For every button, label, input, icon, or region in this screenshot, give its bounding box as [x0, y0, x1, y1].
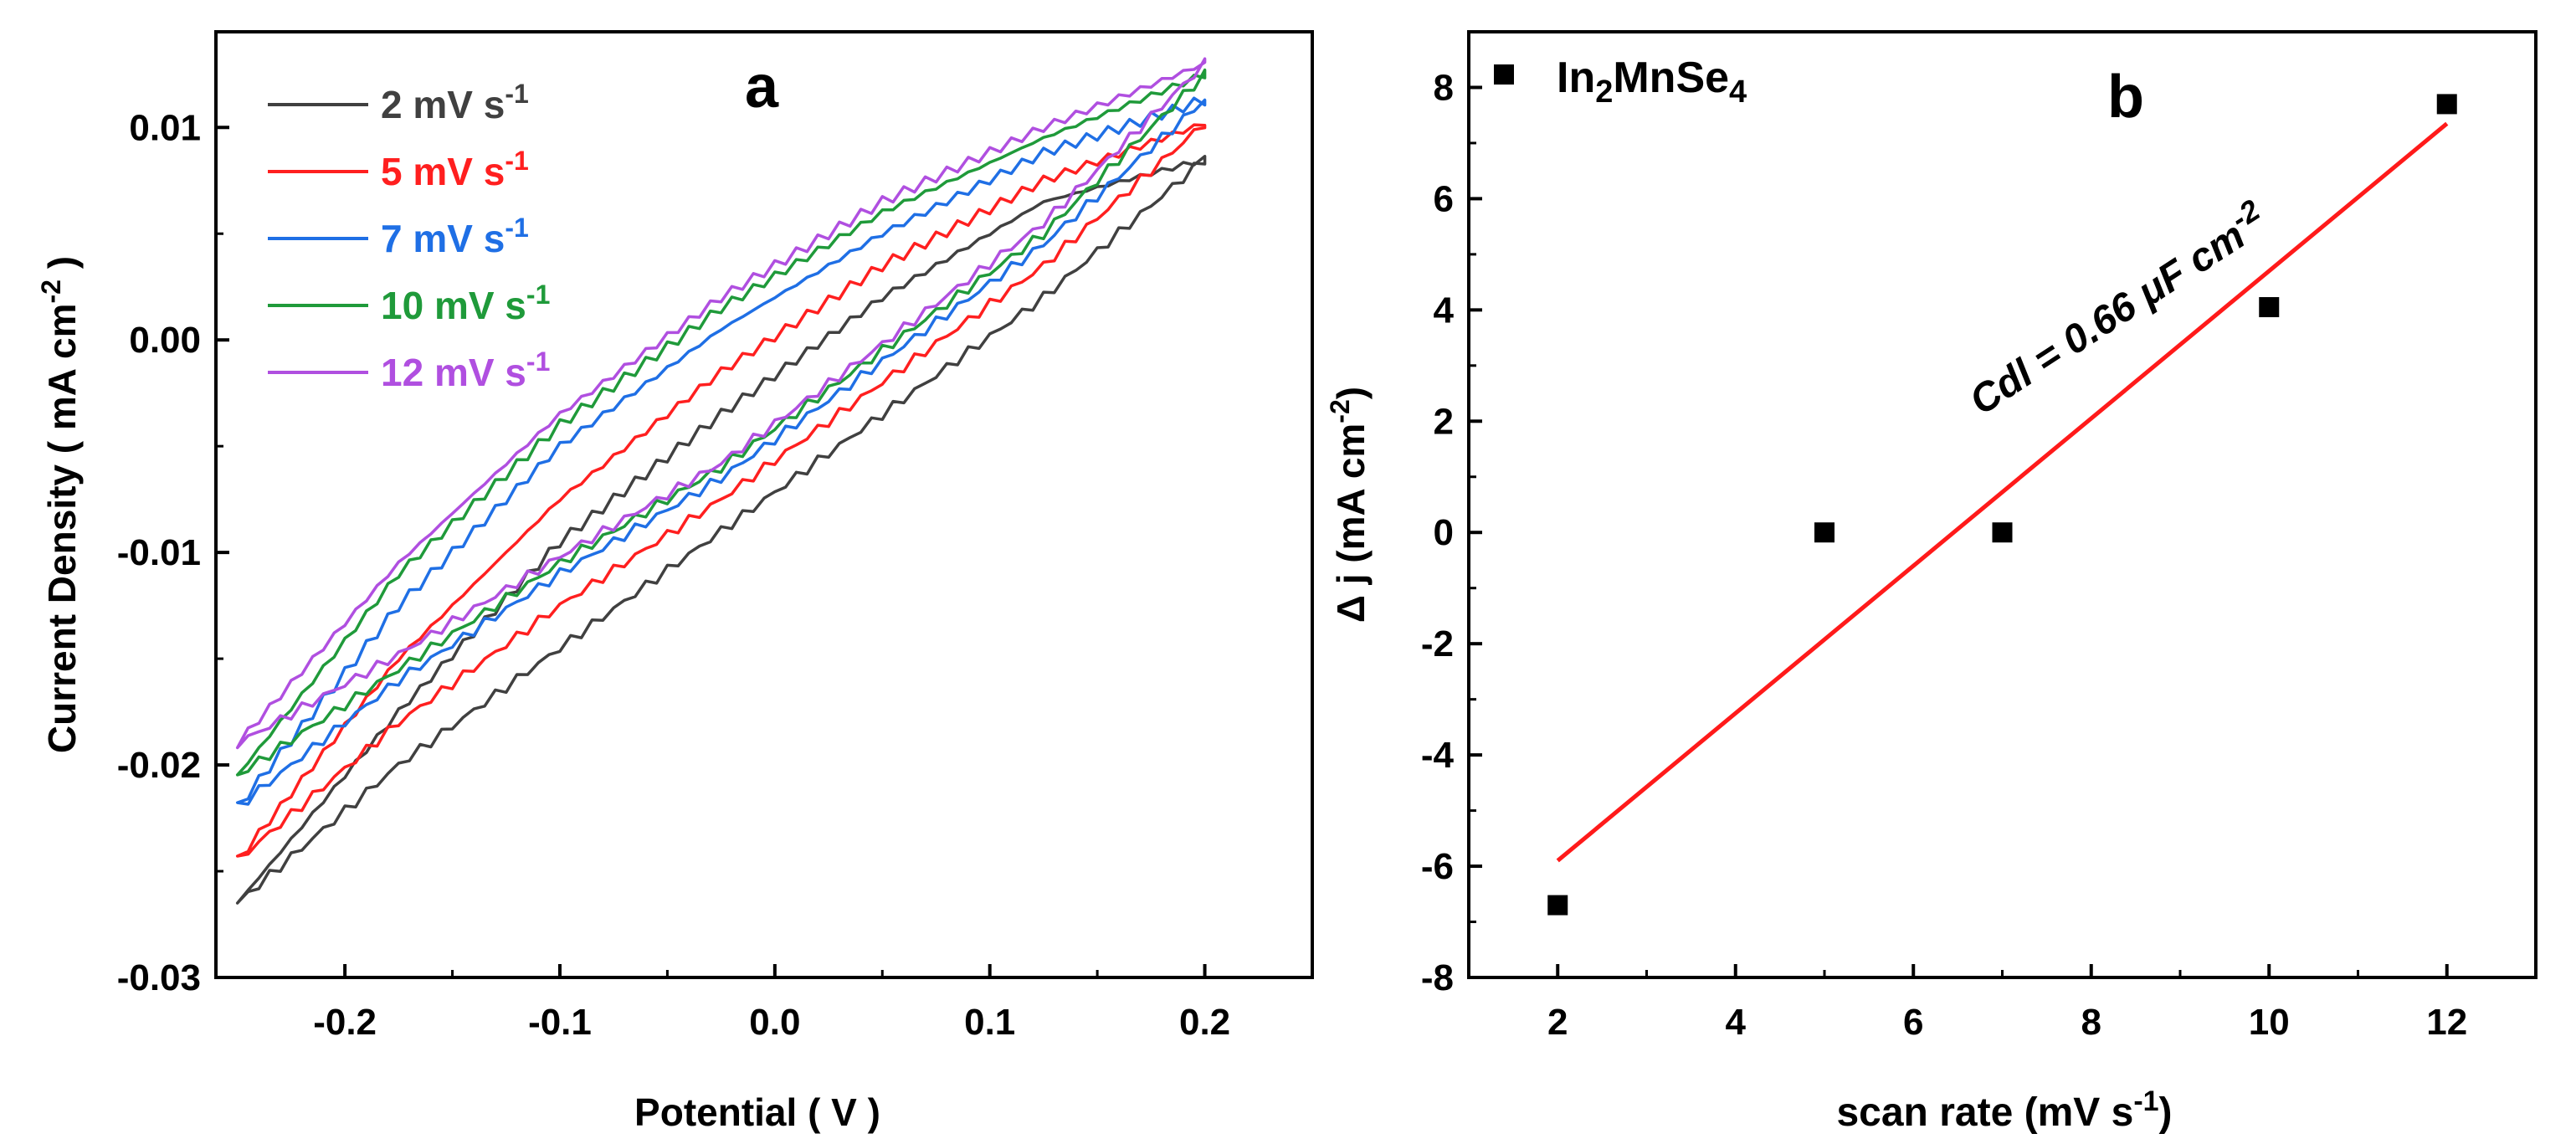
legend-label-a-sup: -1	[505, 213, 528, 243]
legend-a: 2 mV s-15 mV s-17 mV s-110 mV s-112 mV s…	[268, 79, 550, 394]
y-axis-label-a: Current Density ( mA cm-2 )	[36, 256, 84, 753]
data-points	[1547, 94, 2457, 916]
data-point	[2259, 297, 2280, 318]
legend-label-a: 10 mV s-1	[381, 280, 550, 327]
y-axis-label-a-close: )	[40, 256, 84, 280]
data-point	[1814, 522, 1835, 543]
legend-label-a-main: 5 mV s	[381, 150, 505, 193]
legend-label-a: 2 mV s-1	[381, 79, 529, 126]
y-tick-label-a: -0.03	[117, 957, 201, 998]
x-tick-label-b: 12	[2426, 1002, 2467, 1043]
y-tick-label-b: 0	[1434, 512, 1454, 553]
y-tick-label-a: -0.01	[117, 532, 201, 573]
cdl-annotation: Cdl = 0.66 μF cm-2	[1958, 192, 2276, 423]
x-tick-label-b: 2	[1547, 1002, 1568, 1043]
x-axis-label-b-sup: -1	[2133, 1085, 2158, 1117]
y-tick-label-b: 8	[1434, 67, 1454, 108]
legend-label-a: 12 mV s-1	[381, 346, 550, 394]
data-point	[1547, 895, 1568, 916]
legend-label-a-main: 10 mV s	[381, 284, 526, 327]
legend-label-a-sup: -1	[526, 280, 550, 310]
cv-loop-0	[235, 155, 1207, 905]
x-tick-label-a: -0.2	[313, 1002, 377, 1043]
cv-curves	[235, 57, 1207, 905]
x-tick-label-a: 0.2	[1179, 1002, 1230, 1043]
y-tick-label-a: 0.00	[129, 320, 201, 361]
x-axis-label-b-close: )	[2159, 1090, 2173, 1135]
y-tick-label-b: -4	[1421, 735, 1455, 776]
legend-b-sub2: 4	[1729, 74, 1747, 110]
legend-label-a-sup: -1	[505, 146, 528, 176]
cv-loop-1	[235, 123, 1207, 858]
legend-label-a-main: 7 mV s	[381, 217, 505, 260]
axis-ticks-b: 2 4 6 8 10 12 -8 -6 -4 -2 0 2 4 6 8	[1421, 67, 2538, 1043]
x-tick-label-b: 4	[1726, 1002, 1747, 1043]
legend-label-a-sup: -1	[526, 346, 550, 377]
y-axis-label-a-main: Current Density ( mA cm	[40, 303, 84, 753]
legend-b-sub1: 2	[1595, 74, 1613, 110]
plot-frame-b	[1467, 30, 2538, 979]
y-axis-label-b: Δ j (mA cm-2)	[1325, 387, 1373, 623]
plot-frame-a	[214, 30, 1314, 979]
x-tick-label-b: 10	[2249, 1002, 2290, 1043]
y-axis-label-b-main: Δ j (mA cm	[1329, 423, 1373, 623]
y-tick-label-b: -8	[1421, 957, 1454, 998]
y-axis-label-b-close: )	[1329, 387, 1373, 399]
y-tick-label-a: 0.01	[129, 107, 201, 148]
x-tick-label-b: 8	[2081, 1002, 2101, 1043]
y-tick-label-b: 4	[1434, 290, 1455, 331]
legend-label-a-main: 12 mV s	[381, 351, 526, 394]
y-tick-label-b: -6	[1421, 846, 1454, 887]
legend-b-base: In	[1557, 54, 1595, 102]
legend-label-a: 5 mV s-1	[381, 146, 529, 193]
legend-marker-b	[1494, 64, 1514, 85]
panel-label-a: a	[745, 54, 779, 121]
chart-panel-a: -0.2 -0.1 0.0 0.1 0.2 -0.03 -0.02 -0.01 0.00 0.01…	[36, 30, 1314, 1134]
x-axis-label-b-main: scan rate (mV s	[1836, 1090, 2133, 1135]
panel-label-b: b	[2107, 64, 2144, 131]
legend-b-mid: MnSe	[1613, 54, 1729, 102]
x-axis-label-a: Potential ( V )	[634, 1090, 880, 1134]
cv-loop-2	[235, 96, 1207, 806]
cv-loop-4	[235, 57, 1207, 750]
fit-line	[1556, 121, 2449, 863]
axis-ticks-a: -0.2 -0.1 0.0 0.1 0.2 -0.03 -0.02 -0.01 0.00 0.01	[117, 107, 1230, 1043]
cv-loop-3	[235, 68, 1207, 777]
y-tick-label-b: -2	[1421, 623, 1454, 664]
y-tick-label-b: 2	[1434, 401, 1454, 442]
y-tick-label-b: 6	[1434, 178, 1454, 219]
y-axis-label-a-sup: -2	[36, 280, 66, 303]
y-axis-label-b-sup: -2	[1325, 399, 1355, 423]
x-tick-label-a: 0.0	[749, 1002, 800, 1043]
legend-label-a-main: 2 mV s	[381, 83, 505, 126]
x-tick-label-b: 6	[1903, 1002, 1923, 1043]
y-tick-label-a: -0.02	[117, 745, 201, 786]
legend-label-b: In2MnSe4	[1557, 54, 1747, 110]
legend-label-a-sup: -1	[505, 79, 528, 109]
x-axis-label-b: scan rate (mV s-1)	[1836, 1085, 2172, 1135]
data-point	[1992, 522, 2013, 543]
x-tick-label-a: 0.1	[964, 1002, 1015, 1043]
x-tick-label-a: -0.1	[528, 1002, 592, 1043]
data-point	[2436, 94, 2457, 115]
legend-label-a: 7 mV s-1	[381, 213, 529, 260]
